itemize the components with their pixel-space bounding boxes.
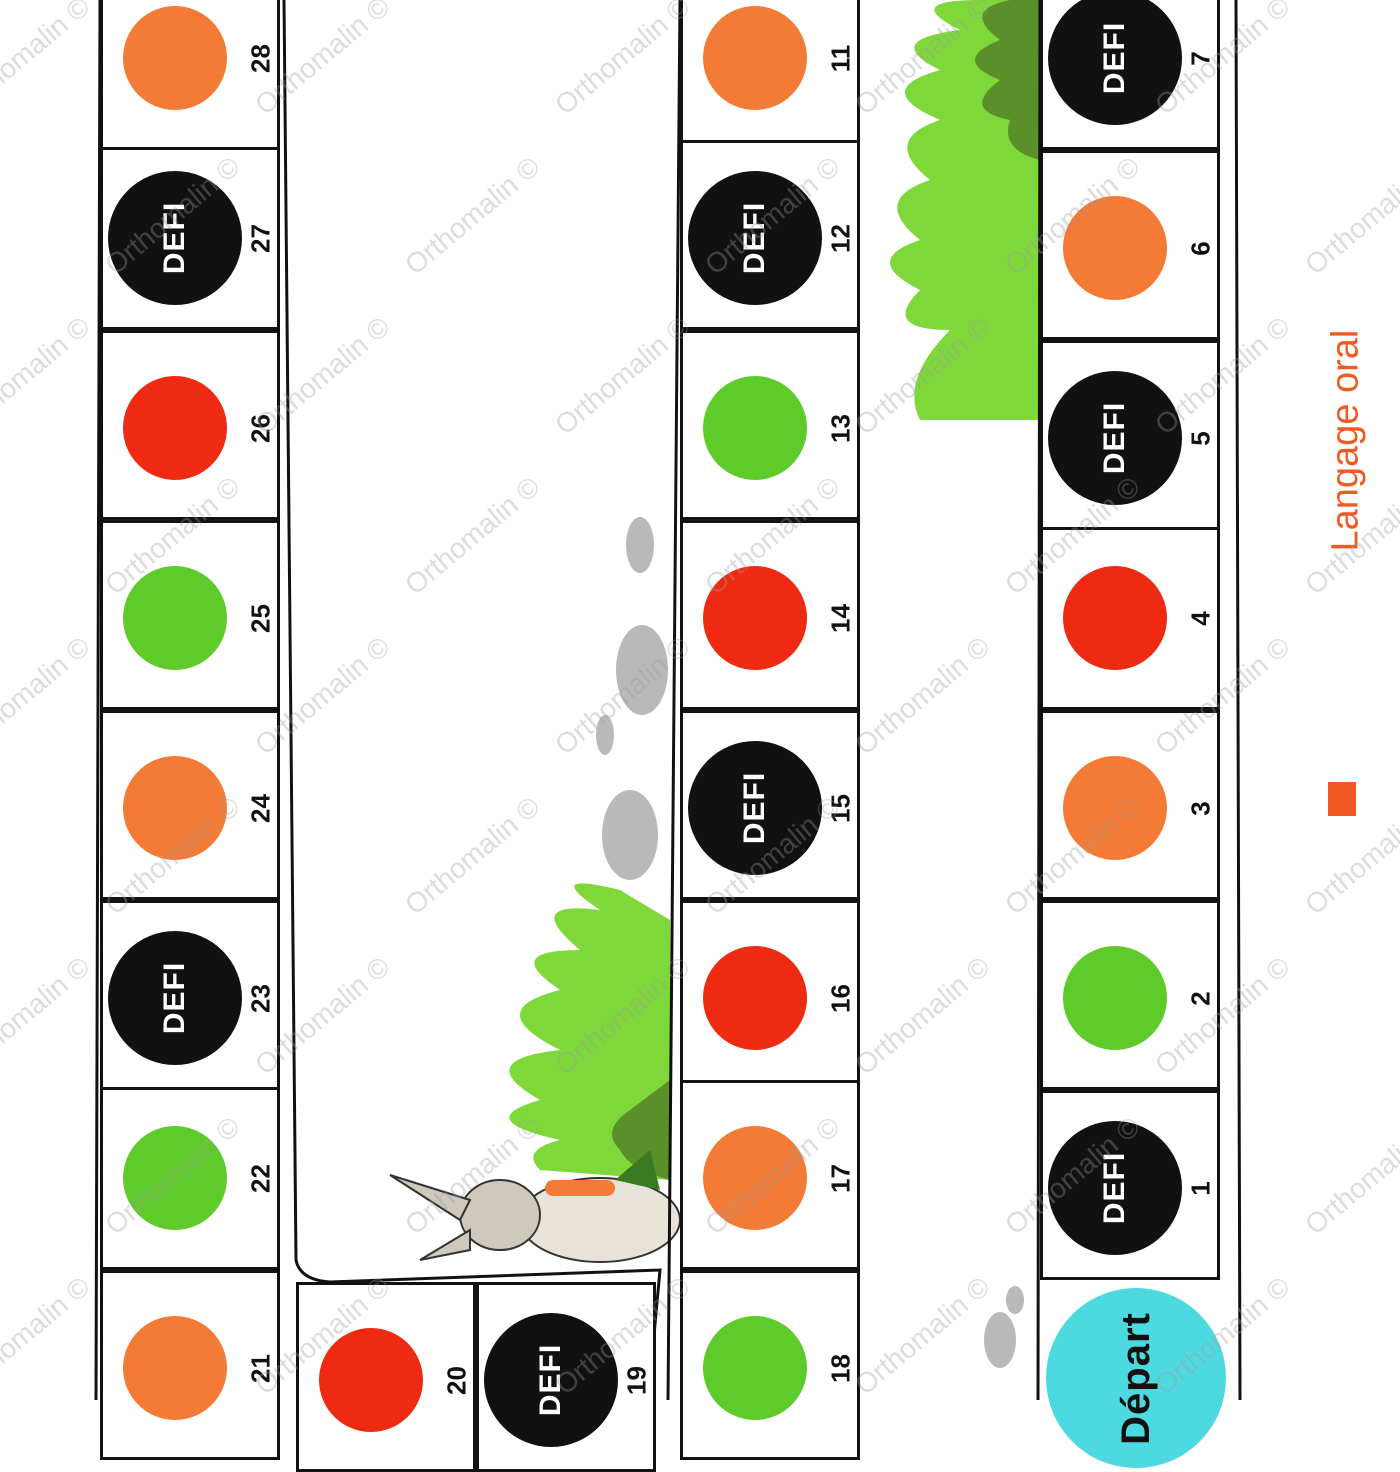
square-token-red	[703, 946, 807, 1050]
square-number: 25	[245, 604, 276, 633]
challenge-label: DEFI	[738, 771, 771, 845]
square-number: 26	[245, 414, 276, 443]
square-number: 15	[825, 794, 856, 823]
square-token-orange	[123, 1316, 227, 1420]
board-decorations	[94, 0, 1242, 1400]
grass-middle	[509, 883, 670, 1180]
square-token-black: DEFI	[484, 1313, 618, 1447]
square-token-orange	[123, 6, 227, 110]
square-token-black: DEFI	[688, 171, 822, 305]
challenge-label: DEFI	[158, 961, 191, 1035]
square-token-black: DEFI	[108, 171, 242, 305]
square-token-orange	[1063, 196, 1167, 300]
category-title: Langage oral	[1318, 250, 1368, 816]
square-token-green	[123, 566, 227, 670]
board-square-7[interactable]: DEFI 7	[1040, 0, 1220, 150]
board-square-23[interactable]: DEFI 23	[100, 900, 280, 1090]
board-square-4[interactable]: 4	[1040, 520, 1220, 710]
square-token-black: DEFI	[1048, 371, 1182, 505]
board-square-1[interactable]: DEFI 1	[1040, 1090, 1220, 1280]
board-square-3[interactable]: 3	[1040, 710, 1220, 900]
square-number: 22	[245, 1164, 276, 1193]
square-number: 7	[1185, 51, 1216, 66]
square-number: 19	[621, 1366, 652, 1395]
board-square-15[interactable]: DEFI 15	[680, 710, 860, 900]
square-token-black: DEFI	[108, 931, 242, 1065]
square-number: 28	[245, 44, 276, 73]
square-number: 1	[1185, 1181, 1216, 1196]
square-number: 13	[825, 414, 856, 443]
board-square-27[interactable]: DEFI 27	[100, 140, 280, 330]
board-square-2[interactable]: 2	[1040, 900, 1220, 1090]
square-number: 16	[825, 984, 856, 1013]
rabbit-illustration	[389, 1150, 681, 1263]
square-number: 5	[1185, 431, 1216, 446]
start-circle: Départ	[1046, 1288, 1226, 1468]
board-square-14[interactable]: 14	[680, 520, 860, 710]
square-token-black: DEFI	[688, 741, 822, 875]
board-square-5[interactable]: DEFI 5	[1040, 340, 1220, 530]
board-square-20[interactable]: 20	[296, 1282, 476, 1472]
square-token-red	[319, 1328, 423, 1432]
square-number: 6	[1185, 241, 1216, 256]
square-number: 21	[245, 1354, 276, 1383]
board-square-11[interactable]: 11	[680, 0, 860, 150]
square-token-black: DEFI	[1048, 1121, 1182, 1255]
board-square-25[interactable]: 25	[100, 520, 280, 710]
square-number: 24	[245, 794, 276, 823]
category-label: Langage oral	[1324, 329, 1367, 552]
board-square-24[interactable]: 24	[100, 710, 280, 900]
challenge-label: DEFI	[1098, 21, 1131, 95]
square-token-orange	[1063, 756, 1167, 860]
square-token-green	[1063, 946, 1167, 1050]
square-token-orange	[703, 6, 807, 110]
square-token-red	[123, 376, 227, 480]
challenge-label: DEFI	[1098, 401, 1131, 475]
square-token-orange	[123, 756, 227, 860]
square-token-green	[123, 1126, 227, 1230]
category-color-square	[1328, 782, 1356, 816]
board-square-22[interactable]: 22	[100, 1080, 280, 1270]
square-token-black: DEFI	[1048, 0, 1182, 125]
challenge-label: DEFI	[1098, 1151, 1131, 1225]
board-square-18[interactable]: 18	[680, 1270, 860, 1460]
square-token-green	[703, 1316, 807, 1420]
square-token-green	[703, 376, 807, 480]
board-square-26[interactable]: 26	[100, 330, 280, 520]
challenge-label: DEFI	[738, 201, 771, 275]
square-number: 4	[1185, 611, 1216, 626]
square-token-orange	[703, 1126, 807, 1230]
square-number: 14	[825, 604, 856, 633]
square-token-red	[1063, 566, 1167, 670]
start-label: Départ	[1113, 1311, 1158, 1445]
challenge-label: DEFI	[158, 201, 191, 275]
square-number: 11	[825, 44, 856, 73]
board-square-21[interactable]: 21	[100, 1270, 280, 1460]
square-number: 17	[825, 1164, 856, 1193]
board-square-28[interactable]: 28	[100, 0, 280, 150]
board-square-6[interactable]: 6	[1040, 150, 1220, 340]
square-number: 20	[441, 1366, 472, 1395]
square-number: 27	[245, 224, 276, 253]
board-square-17[interactable]: 17	[680, 1080, 860, 1270]
start-square[interactable]: Départ	[1046, 1288, 1226, 1468]
board-square-12[interactable]: DEFI 12	[680, 140, 860, 330]
challenge-label: DEFI	[534, 1343, 567, 1417]
board-square-16[interactable]: 16	[680, 900, 860, 1090]
board-square-13[interactable]: 13	[680, 330, 860, 520]
board-square-19[interactable]: DEFI 19	[476, 1282, 656, 1472]
square-token-red	[703, 566, 807, 670]
square-number: 12	[825, 224, 856, 253]
square-number: 3	[1185, 801, 1216, 816]
square-number: 18	[825, 1354, 856, 1383]
square-number: 23	[245, 984, 276, 1013]
stones	[596, 517, 1024, 1368]
grass-top-right	[890, 0, 1040, 420]
square-number: 2	[1185, 991, 1216, 1006]
